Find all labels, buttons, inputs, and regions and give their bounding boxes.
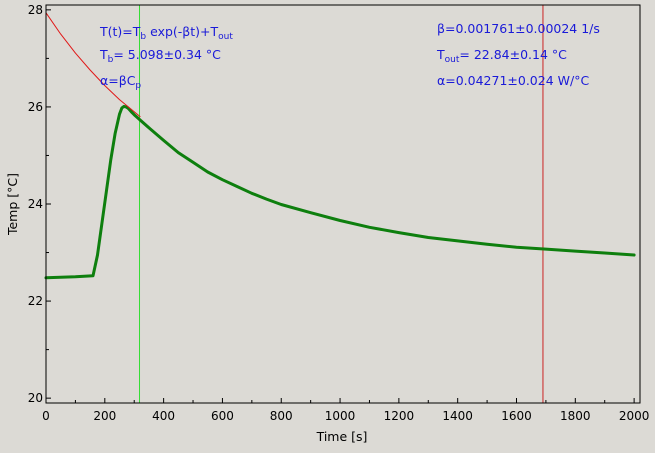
y-axis-ticks: 20 22 24 26 28 (28, 3, 51, 405)
y-tick-label: 20 (28, 391, 43, 405)
x-tick-label: 200 (93, 409, 116, 423)
x-tick-label: 1600 (501, 409, 532, 423)
model-equation: T(t)=Tb exp(-βt)+Tout (99, 24, 233, 42)
tb-value: = 5.098±0.34 °C (113, 47, 221, 62)
model-equation-part-1: T(t)=T (99, 24, 141, 39)
x-tick-label: 1800 (560, 409, 591, 423)
model-equation-sub-out: out (218, 32, 233, 42)
model-equation-part-2: exp(-βt)+T (146, 24, 218, 39)
alpha-fit-value: α=0.04271±0.024 W/°C (437, 73, 589, 88)
x-tick-label: 400 (152, 409, 175, 423)
beta-fit-value: β=0.001761±0.00024 1/s (437, 21, 600, 36)
x-axis-label: Time [s] (316, 429, 368, 444)
measured-series-line (44, 104, 636, 280)
tout-symbol: T (436, 47, 445, 62)
tb-fit-value: Tb= 5.098±0.34 °C (99, 47, 221, 65)
x-tick-label: 2000 (619, 409, 650, 423)
tout-fit-value: Tout= 22.84±0.14 °C (436, 47, 567, 65)
tb-subscript: b (108, 55, 114, 65)
y-tick-label: 22 (28, 294, 43, 308)
x-tick-label: 800 (270, 409, 293, 423)
alpha-definition: α=βCp (100, 73, 141, 91)
x-tick-label: 600 (211, 409, 234, 423)
model-equation-sub-b: b (140, 32, 146, 42)
alpha-definition-sub: p (135, 81, 141, 91)
fit-series-line (45, 12, 141, 118)
y-axis-label: Temp [°C] (5, 173, 20, 236)
y-tick-label: 26 (28, 100, 43, 114)
y-tick-label: 28 (28, 3, 43, 17)
x-axis-ticks: 0 200 400 600 800 1000 1200 1400 1600 1800 2000 (42, 398, 649, 423)
y-tick-label: 24 (28, 197, 43, 211)
plot-marks (44, 5, 636, 403)
x-tick-label: 0 (42, 409, 50, 423)
tout-subscript: out (445, 55, 460, 65)
tb-symbol: T (99, 47, 108, 62)
x-tick-label: 1200 (384, 409, 415, 423)
x-tick-label: 1000 (325, 409, 356, 423)
x-tick-label: 1400 (442, 409, 473, 423)
alpha-definition-main: α=βC (100, 73, 136, 88)
tout-value: = 22.84±0.14 °C (459, 47, 567, 62)
